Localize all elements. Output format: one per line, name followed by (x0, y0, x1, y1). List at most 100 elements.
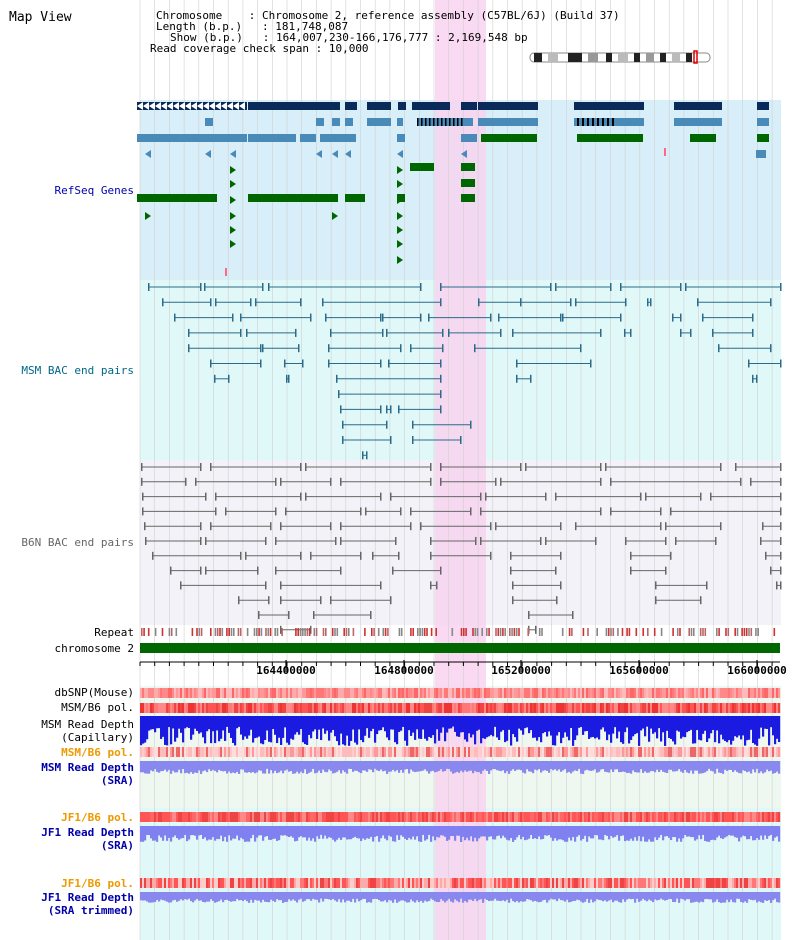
jf1-b6-pol2-bin (486, 878, 489, 888)
jf1-depth-sra-bin (318, 826, 321, 839)
jf1-depth-sra-bin (528, 826, 531, 839)
msm-b6-pol2-bin (470, 747, 473, 757)
repeat-element (504, 628, 506, 636)
msm-depth-sra-bin (434, 761, 437, 773)
msm-depth-sra-bin (194, 761, 197, 773)
msm-depth-sra-bin (430, 761, 433, 772)
msm-b6-pol-bin (338, 703, 341, 713)
jf1-depth-trim-bin (156, 892, 159, 900)
msm-depth-capillary-bin (272, 716, 275, 730)
msm-depth-capillary-bin (684, 716, 687, 738)
msm-bac-end-pairs-track[interactable] (148, 283, 782, 460)
refseq-genes-label[interactable]: RefSeq Genes (54, 184, 134, 197)
dbsnp-bin (738, 688, 741, 698)
bac-end-mark (386, 420, 388, 429)
jf1-b6-pol-bin (196, 812, 199, 822)
gene-feature (300, 134, 316, 142)
jf1-b6-pol2-bin (722, 878, 725, 888)
msm-b6-pol2-bin (382, 747, 385, 757)
b6n-bac-label[interactable]: B6N BAC end pairs (21, 536, 134, 549)
gene-feature (332, 118, 340, 126)
msm-b6-pol2-bin (410, 747, 413, 757)
jf1-depth-trim-bin (444, 892, 447, 903)
gene-strand-arrow (332, 212, 338, 220)
jf1-b6-pol-bin (444, 812, 447, 822)
jf1-b6-pol-bin (254, 812, 257, 822)
refseq-genes-track[interactable] (137, 102, 769, 276)
jf1-b6-pol2-bin (602, 878, 605, 888)
jf1-b6-pol-bin (282, 812, 285, 822)
msm-depth-capillary-bin (308, 716, 311, 735)
msm-b6-pol-bin (470, 703, 473, 713)
jf1-depth-sra-bin (190, 826, 193, 836)
jf1-depth-trim-bin (390, 892, 393, 901)
msm-depth-sra-bin (438, 761, 441, 771)
jf1-b6-pol2-bin (680, 878, 683, 888)
jf1-b6-pol-bin (654, 812, 657, 822)
jf1-b6-pol2-bin (162, 878, 165, 888)
msm-b6-pol-bin (274, 703, 277, 713)
msm-depth-sra-bin (532, 761, 535, 774)
b6n-bac-end-pairs-track[interactable] (141, 463, 782, 634)
jf1-depth-trim-bin (632, 892, 635, 899)
repeat-element (435, 628, 437, 636)
repeat-track[interactable] (141, 628, 776, 636)
msm-depth-capillary-bin (148, 716, 151, 731)
jf1-depth-trim-bin (148, 892, 151, 903)
jf1-depth-trim-bin (432, 892, 435, 900)
jf1-depth-trim-bin (628, 892, 631, 899)
msm-depth-sra-bin (566, 761, 569, 773)
jf1-depth-trim-bin (400, 892, 403, 901)
repeat-element (348, 628, 350, 636)
msm-b6-pol-bin (324, 703, 327, 713)
dbsnp-bin (170, 688, 173, 698)
bac-end-mark (600, 463, 602, 471)
jf1-depth-trim-bin (424, 892, 427, 901)
msm-b6-pol-bin (656, 703, 659, 713)
msm-b6-pol-bin (670, 703, 673, 713)
jf1-depth-sra-bin (162, 826, 165, 841)
dbsnp-bin (252, 688, 255, 698)
msm-depth-capillary-bin (544, 716, 547, 732)
jf1-b6-pol-bin (280, 812, 283, 822)
jf1-depth-sra-bin (158, 826, 161, 836)
msm-depth-capillary-bin (736, 716, 739, 738)
dbsnp-bin (570, 688, 573, 698)
jf1-depth-trim-bin (184, 892, 187, 900)
selected-region-highlight[interactable] (435, 0, 486, 940)
bac-end-mark (240, 313, 242, 322)
chromosome-bar[interactable] (140, 643, 780, 653)
bac-end-mark (174, 313, 176, 322)
msm-b6-pol2-bin (710, 747, 713, 757)
msm-bac-label[interactable]: MSM BAC end pairs (21, 364, 134, 377)
jf1-depth-sra-bin (758, 826, 761, 840)
msm-depth-sra-bin (266, 761, 269, 769)
jf1-b6-pol-bin (520, 812, 523, 822)
jf1-b6-pol-bin (504, 812, 507, 822)
jf1-b6-pol2-bin (502, 878, 505, 888)
msm-b6-pol2-bin (488, 747, 491, 757)
jf1-depth-trim-bin (636, 892, 639, 899)
dbsnp-bin (720, 688, 723, 698)
dbsnp-bin (374, 688, 377, 698)
jf1-depth-trim-bin (720, 892, 723, 903)
variation-heat-tracks[interactable] (140, 688, 781, 903)
jf1-depth-trim-bin (570, 892, 573, 902)
msm-b6-pol-bin (488, 703, 491, 713)
jf1-depth-sra-bin (502, 826, 505, 836)
msm-b6-pol2-bin (256, 747, 259, 757)
jf1-b6-pol2-bin (546, 878, 549, 888)
jf1-b6-pol2-bin (226, 878, 229, 888)
chromosome-ideogram[interactable] (529, 50, 711, 64)
jf1-depth-sra-bin (274, 826, 277, 839)
msm-depth-sra-bin (170, 761, 173, 774)
dbsnp-bin (734, 688, 737, 698)
jf1-b6-pol2-bin (412, 878, 415, 888)
msm-depth-capillary-bin (672, 716, 675, 742)
msm-depth-capillary-bin (474, 716, 477, 745)
jf1-b6-pol-bin (584, 812, 587, 822)
jf1-depth-sra-bin (342, 826, 345, 838)
jf1-depth-sra-bin (174, 826, 177, 836)
msm-b6-pol-bin (598, 703, 601, 713)
jf1-depth-trim-bin (442, 892, 445, 901)
